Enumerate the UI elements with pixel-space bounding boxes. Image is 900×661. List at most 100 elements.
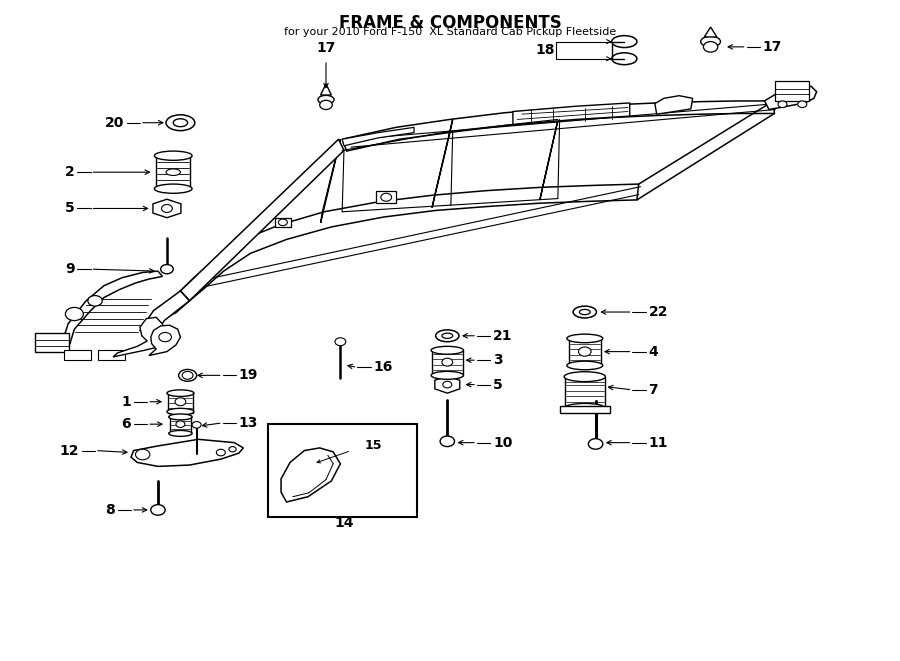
Text: 17: 17 [762, 40, 782, 54]
Text: 14: 14 [334, 516, 354, 530]
Ellipse shape [155, 151, 192, 161]
Polygon shape [131, 440, 243, 467]
Bar [157, 156, 190, 188]
Ellipse shape [168, 414, 192, 420]
Text: 19: 19 [238, 368, 258, 382]
Ellipse shape [564, 403, 606, 413]
Text: 15: 15 [364, 440, 382, 452]
Text: 20: 20 [104, 116, 124, 130]
Ellipse shape [431, 371, 464, 379]
Circle shape [182, 371, 193, 379]
Ellipse shape [442, 333, 453, 338]
Circle shape [229, 447, 236, 452]
Ellipse shape [567, 334, 603, 342]
Bar [274, 217, 291, 227]
Ellipse shape [318, 95, 334, 104]
Bar [775, 81, 809, 101]
Circle shape [161, 204, 172, 212]
Polygon shape [513, 103, 630, 125]
Bar [35, 333, 69, 352]
Circle shape [778, 101, 787, 108]
Polygon shape [149, 325, 180, 356]
Polygon shape [320, 139, 340, 223]
Ellipse shape [155, 184, 192, 193]
Ellipse shape [580, 309, 590, 315]
Text: 5: 5 [65, 202, 75, 215]
Bar [565, 377, 605, 408]
Ellipse shape [431, 346, 464, 354]
Circle shape [381, 193, 392, 201]
Ellipse shape [166, 169, 180, 175]
Text: 10: 10 [493, 436, 512, 449]
Circle shape [151, 504, 165, 515]
Bar [64, 350, 91, 360]
Polygon shape [154, 291, 189, 320]
Circle shape [216, 449, 225, 456]
Bar [98, 350, 125, 360]
Text: 11: 11 [649, 436, 668, 449]
Text: 22: 22 [649, 305, 668, 319]
Text: 16: 16 [374, 360, 393, 374]
Circle shape [159, 332, 171, 342]
Ellipse shape [166, 115, 194, 131]
Text: 2: 2 [65, 165, 75, 179]
Ellipse shape [166, 408, 194, 415]
Text: 4: 4 [649, 344, 658, 359]
Circle shape [88, 295, 103, 306]
Polygon shape [113, 317, 164, 357]
Ellipse shape [436, 330, 459, 342]
Polygon shape [180, 139, 344, 301]
Circle shape [278, 219, 287, 225]
Ellipse shape [567, 361, 603, 369]
Circle shape [176, 421, 184, 428]
Text: 17: 17 [316, 42, 336, 56]
Polygon shape [140, 291, 189, 341]
Text: 3: 3 [493, 353, 503, 367]
Bar [560, 407, 610, 413]
Polygon shape [342, 128, 414, 146]
Bar [432, 350, 463, 375]
Polygon shape [435, 376, 460, 393]
Circle shape [160, 264, 173, 274]
Polygon shape [180, 184, 639, 301]
Text: 7: 7 [649, 383, 658, 397]
Circle shape [335, 338, 346, 346]
Text: FRAME & COMPONENTS: FRAME & COMPONENTS [338, 14, 562, 32]
Ellipse shape [701, 36, 721, 47]
Circle shape [443, 381, 452, 388]
Polygon shape [432, 120, 453, 208]
Text: 18: 18 [536, 43, 555, 57]
Polygon shape [655, 96, 693, 114]
Ellipse shape [564, 371, 606, 381]
Bar [569, 339, 601, 366]
Circle shape [704, 42, 718, 52]
Circle shape [66, 307, 84, 321]
Text: 9: 9 [65, 262, 75, 276]
Circle shape [579, 347, 591, 356]
Circle shape [442, 358, 453, 366]
Polygon shape [342, 101, 774, 151]
Polygon shape [540, 108, 561, 200]
Text: for your 2010 Ford F-150  XL Standard Cab Pickup Fleetside: for your 2010 Ford F-150 XL Standard Cab… [284, 27, 616, 37]
Circle shape [136, 449, 150, 460]
Circle shape [797, 101, 806, 108]
Text: 21: 21 [493, 329, 513, 343]
Polygon shape [320, 84, 331, 95]
Circle shape [320, 100, 332, 110]
Bar [268, 424, 417, 516]
Polygon shape [62, 271, 162, 344]
Bar [169, 416, 191, 434]
Bar [376, 191, 396, 203]
Text: 8: 8 [105, 503, 115, 517]
Ellipse shape [168, 430, 192, 436]
Ellipse shape [573, 306, 597, 318]
Ellipse shape [178, 369, 196, 381]
Ellipse shape [166, 390, 194, 397]
Polygon shape [281, 448, 340, 502]
Ellipse shape [173, 119, 187, 127]
Text: 5: 5 [493, 377, 503, 391]
Circle shape [175, 398, 185, 406]
Ellipse shape [612, 53, 637, 65]
Circle shape [440, 436, 454, 447]
Polygon shape [764, 85, 816, 110]
